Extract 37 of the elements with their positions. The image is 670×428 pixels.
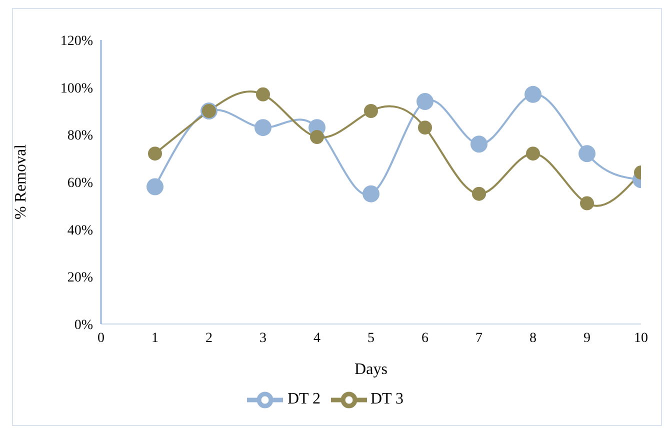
point [256,87,270,102]
x-tick-label: 10 [634,330,648,346]
point [254,119,272,136]
point [310,130,324,144]
x-tick-label: 0 [98,330,104,346]
point [416,93,434,110]
x-tick-label: 6 [422,330,428,346]
y-tick-label: 40% [67,223,94,238]
point [472,186,486,201]
point [524,86,542,103]
legend-label: DT 3 [370,390,404,408]
x-tick-label: 3 [260,330,266,346]
legend-label: DT 2 [287,390,320,408]
point [526,146,540,161]
y-tick-label: 120% [60,34,94,49]
y-tick-label: 0% [74,318,94,333]
y-axis-title: % Removal [12,144,30,220]
x-tick-label: 2 [206,330,212,346]
point [578,145,596,162]
point [148,146,162,161]
x-tick-label: 4 [314,330,320,346]
x-axis-title: Days [354,361,388,378]
y-tick-label: 60% [67,176,94,191]
point [364,104,378,118]
x-tick-label: 9 [584,330,590,346]
x-tick-label: 8 [530,330,536,346]
y-tick-label: 80% [67,128,94,144]
x-tick-label: 5 [368,330,374,346]
y-tick-label: 20% [67,270,94,286]
x-tick-label: 7 [476,330,482,346]
y-tick-label: 100% [60,81,94,96]
point [470,136,488,153]
point [580,196,594,210]
point [418,120,432,135]
x-tick-label: 1 [152,330,158,346]
point [362,185,380,202]
point [146,178,164,196]
